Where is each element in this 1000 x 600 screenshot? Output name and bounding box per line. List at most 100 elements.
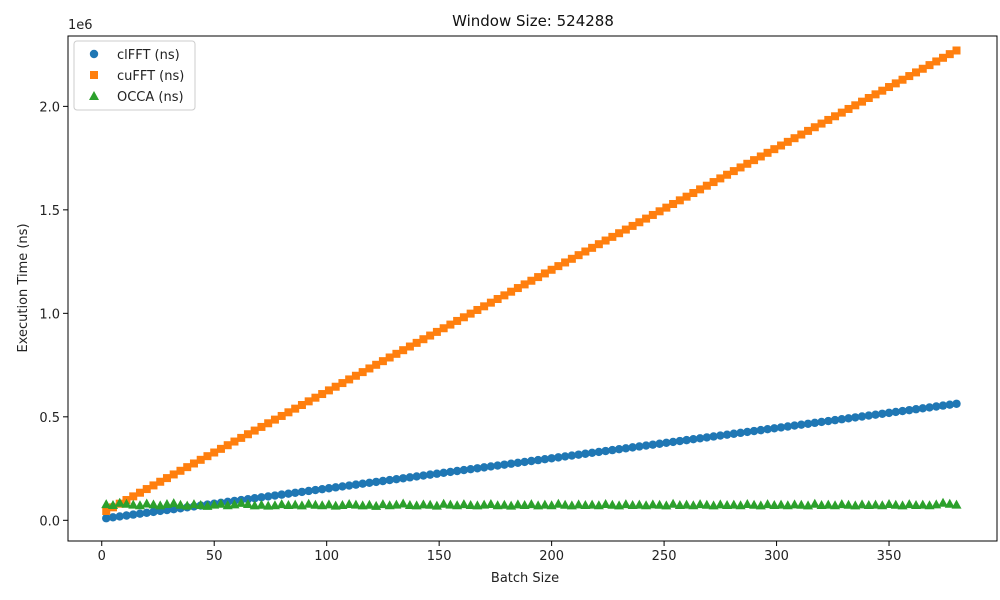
data-point [904, 499, 915, 509]
data-point [426, 331, 435, 340]
data-point [655, 207, 664, 216]
data-point [709, 178, 718, 187]
data-point [297, 487, 307, 497]
data-point [627, 499, 638, 509]
data-point [242, 498, 253, 508]
y-axis-label: Execution Time (ns) [16, 223, 31, 352]
data-point [608, 232, 617, 241]
x-axis-label: Batch Size [491, 571, 559, 586]
data-point [789, 499, 800, 509]
data-point [540, 269, 549, 278]
data-point [857, 412, 867, 421]
data-marks [101, 46, 962, 523]
data-point [938, 497, 949, 507]
data-point [385, 475, 394, 485]
data-point [526, 499, 537, 509]
data-point [843, 499, 854, 509]
data-point [519, 499, 530, 509]
data-point [736, 428, 745, 438]
data-point [533, 455, 543, 465]
data-point [816, 499, 827, 509]
data-point [952, 46, 961, 55]
series-1 [102, 399, 961, 523]
data-point [129, 510, 138, 519]
data-point [304, 486, 313, 496]
data-point [715, 499, 726, 509]
data-point [209, 499, 220, 509]
data-point [237, 433, 246, 442]
x-tick-label: 300 [764, 549, 789, 564]
data-point [539, 499, 550, 509]
data-point [377, 499, 388, 509]
data-point [898, 75, 907, 84]
data-point [472, 500, 483, 510]
data-point [277, 411, 286, 420]
data-point [905, 72, 914, 81]
data-point [216, 444, 225, 453]
data-point [500, 291, 509, 300]
data-point [783, 422, 793, 431]
data-point [844, 104, 853, 113]
x-tick-label: 150 [427, 549, 452, 564]
data-point [782, 500, 793, 510]
data-point [291, 404, 300, 413]
data-point [338, 379, 347, 388]
data-point [338, 482, 347, 491]
legend: clFFT (ns) cuFFT (ns) OCCA (ns) [73, 40, 196, 111]
data-point [647, 499, 658, 509]
data-point [790, 421, 799, 430]
data-point [756, 152, 765, 161]
data-point [331, 483, 340, 492]
data-point [695, 499, 706, 509]
data-point [810, 418, 819, 428]
data-point [567, 451, 577, 460]
data-point [425, 499, 436, 509]
data-point [654, 499, 665, 509]
data-point [750, 156, 759, 165]
data-point [891, 407, 900, 417]
data-point [310, 499, 321, 509]
y-tick-label: 1.5 [39, 204, 60, 219]
data-point [554, 262, 563, 271]
data-point [944, 498, 955, 508]
data-point [162, 505, 172, 515]
data-point [378, 476, 388, 486]
data-point [824, 416, 833, 426]
data-point [911, 405, 921, 414]
data-point [290, 499, 301, 509]
data-point [243, 430, 252, 439]
data-point [102, 514, 111, 523]
data-point [256, 499, 267, 509]
data-point [648, 210, 657, 219]
data-point [621, 444, 631, 453]
data-point [432, 469, 442, 478]
data-point [837, 415, 846, 424]
data-point [729, 429, 739, 438]
data-point [405, 473, 415, 482]
data-point [142, 508, 151, 517]
data-point [925, 61, 934, 70]
data-point [620, 499, 631, 509]
data-point [263, 500, 274, 510]
data-point [399, 346, 408, 355]
data-point [594, 240, 603, 249]
data-point [175, 499, 186, 509]
data-point [149, 507, 158, 517]
data-point [655, 439, 664, 448]
data-point [114, 497, 125, 507]
data-point [473, 305, 482, 314]
data-point [885, 83, 894, 92]
data-point [141, 498, 152, 508]
data-point [493, 461, 502, 470]
x-tick-label: 0 [98, 549, 106, 564]
data-point [871, 410, 880, 419]
data-point [364, 499, 375, 509]
data-point [573, 499, 584, 509]
data-point [695, 434, 705, 443]
data-point [323, 499, 334, 509]
data-point [628, 443, 637, 452]
data-point [817, 119, 826, 128]
data-point [344, 498, 355, 508]
chart-title: Window Size: 524288 [452, 12, 614, 30]
